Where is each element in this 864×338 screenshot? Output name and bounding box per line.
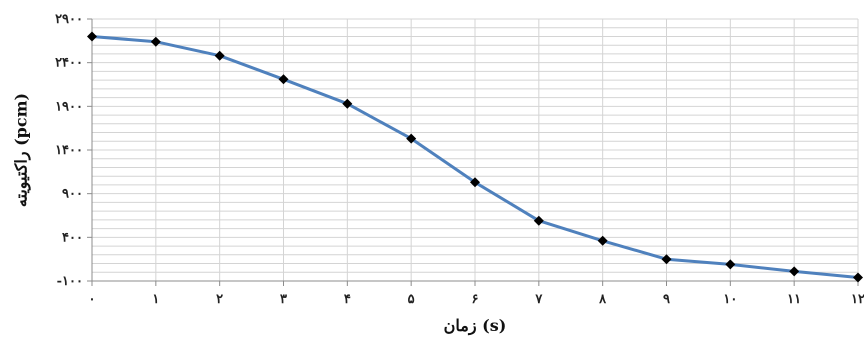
data-point-marker [853, 272, 863, 283]
x-axis-title: زمان (s) [444, 316, 507, 336]
series-layer [87, 31, 863, 283]
data-point-marker [533, 215, 544, 226]
data-point-marker [789, 266, 800, 277]
x-tick-label: ۲ [216, 292, 223, 307]
x-tick-label: ۹ [663, 292, 670, 307]
data-point-marker [150, 36, 161, 47]
data-point-marker [661, 254, 672, 265]
data-point-marker [406, 133, 417, 144]
y-tick-label: ۲۴۰۰ [55, 56, 83, 71]
data-point-marker [597, 235, 608, 246]
data-point-marker [342, 98, 353, 109]
y-tick-label: -۱۰۰ [57, 274, 83, 289]
y-tick-label: ۴۰۰ [62, 230, 83, 245]
x-tick-label: ۷ [534, 292, 543, 307]
data-point-marker [725, 259, 736, 270]
x-tick-label: ۳ [280, 292, 287, 307]
x-tick-label: ۱۲ [851, 292, 864, 307]
x-tick-label: ۶ [472, 292, 479, 307]
grid [91, 18, 859, 282]
x-tick-label: ۰ [89, 292, 96, 307]
y-axis-title: راکتیویته (pcm) [12, 93, 32, 207]
axes [87, 18, 859, 286]
x-tick-label: ۱ [152, 292, 159, 307]
y-tick-label: ۲۹۰۰ [55, 12, 83, 27]
x-tick-label: ۱۱ [787, 292, 801, 307]
x-tick-label: ۵ [408, 292, 415, 307]
x-tick-label: ۴ [344, 292, 351, 307]
y-tick-label: ۹۰۰ [62, 187, 83, 202]
x-tick-label: ۸ [598, 292, 607, 307]
y-tick-label: ۱۹۰۰ [55, 99, 83, 114]
x-tick-label: ۱۰ [723, 292, 737, 307]
data-point-marker [214, 50, 225, 61]
y-tick-label: ۱۴۰۰ [55, 143, 83, 158]
data-point-marker [278, 74, 289, 85]
data-point-marker [87, 31, 97, 42]
data-point-marker [470, 177, 480, 188]
